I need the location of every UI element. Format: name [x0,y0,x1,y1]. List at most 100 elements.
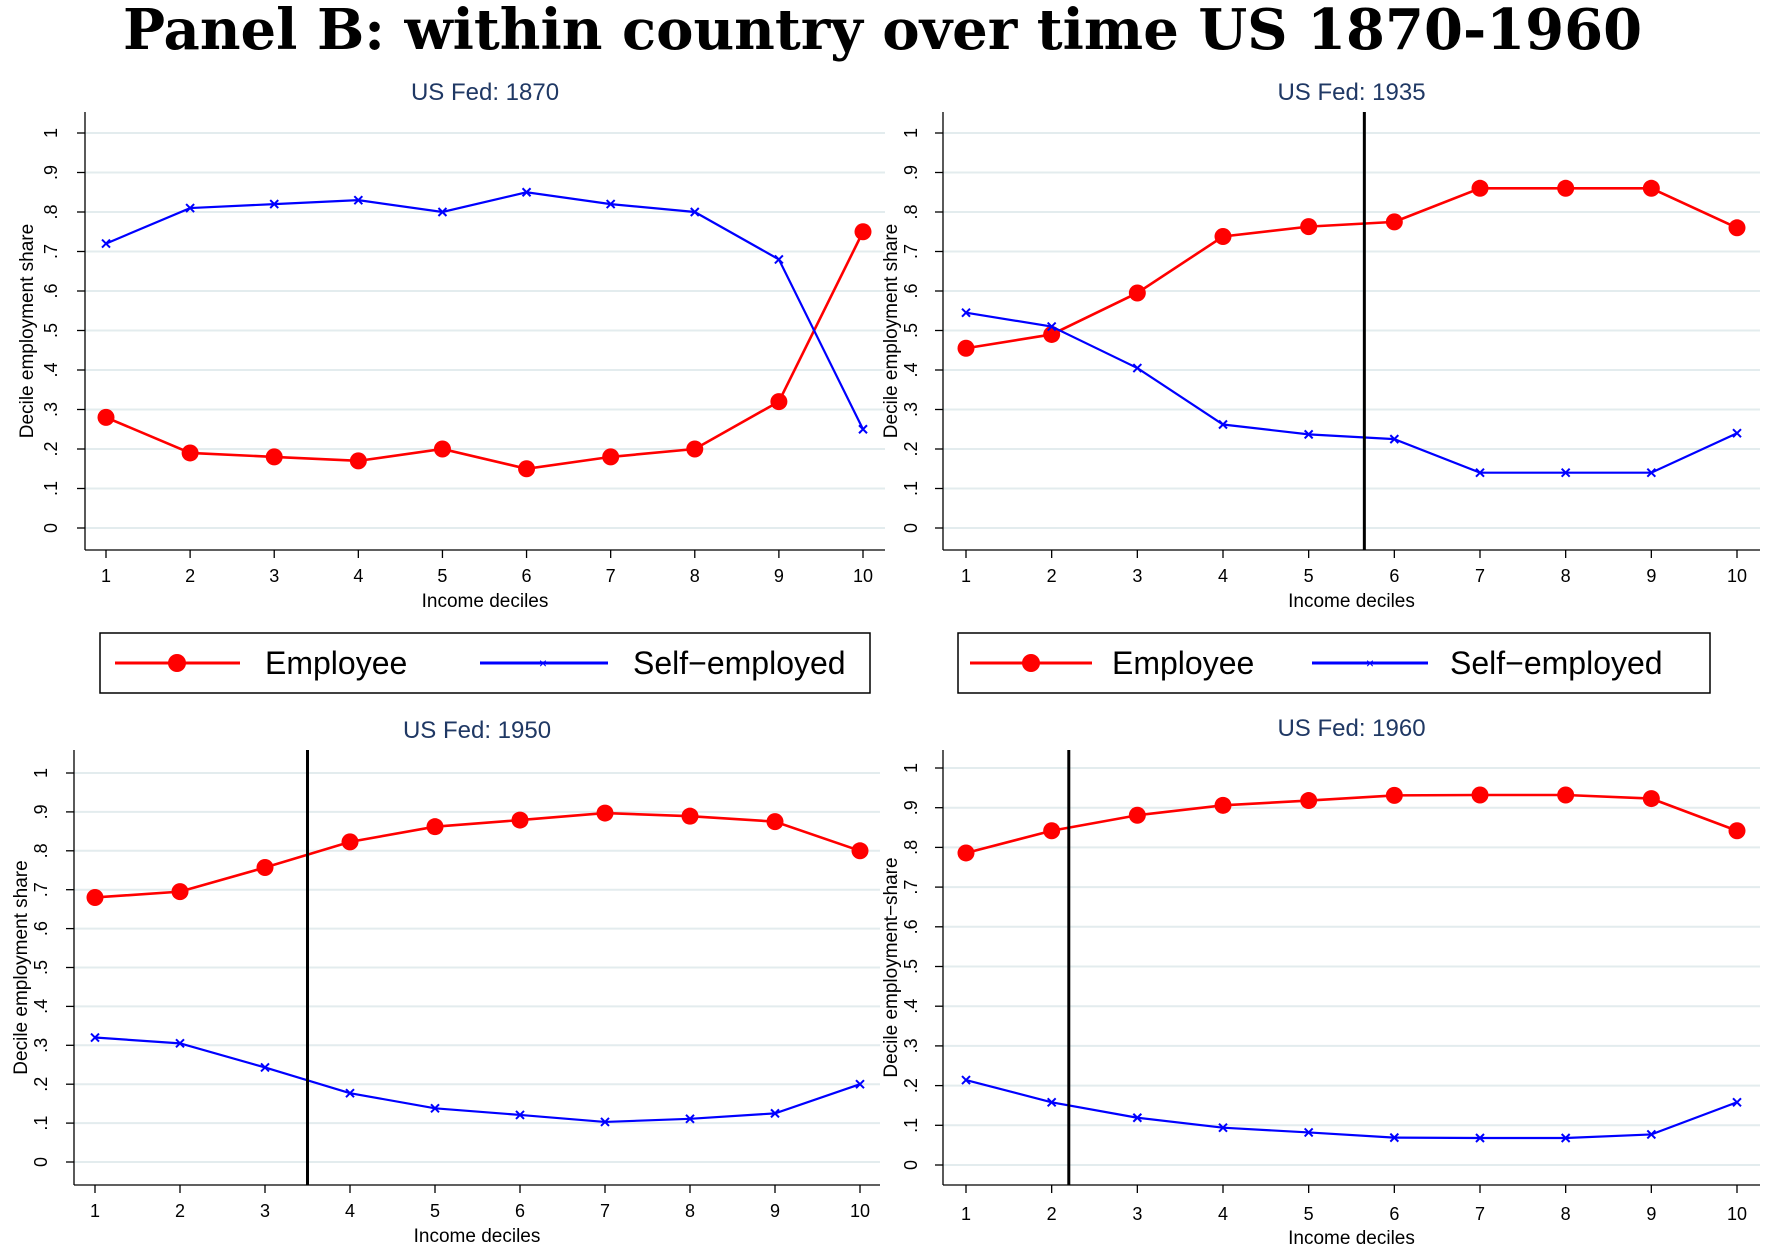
employee-point [511,811,529,829]
x-tick-label: 4 [353,566,363,586]
employee-point [1471,179,1489,197]
employee-point [1128,284,1146,302]
y-tick-label: .4 [31,999,51,1014]
y-tick-label: .8 [31,843,51,858]
self-employed-point [1046,321,1057,332]
legend-employee-label: Employee [265,645,407,681]
x-tick-label: 8 [1561,566,1571,586]
legend-self-employed-marker: × [1366,655,1374,671]
x-tick-label: 10 [1727,1204,1747,1224]
y-tick-label: .2 [41,441,61,456]
self-employed-point [437,207,448,217]
employee-point [1642,790,1660,808]
employee-point [1557,179,1575,197]
employee-point [1471,786,1489,804]
x-tick-label: 4 [1218,1204,1228,1224]
y-tick-label: .4 [41,362,61,377]
self-employed-point [1646,467,1657,478]
page-title: Panel B: within country over time US 187… [122,0,1643,63]
panel-title: US Fed: 1870 [411,79,559,106]
self-employed-point [101,238,111,249]
employee-point [766,813,784,831]
y-tick-label: .2 [31,1077,51,1092]
employee-point [265,448,283,466]
self-employed-line [965,1078,1738,1140]
y-axis-label: Decile employment share [881,224,902,438]
y-tick-label: .3 [901,1038,921,1053]
y-tick-label: .4 [901,999,921,1014]
self-employed-point [1303,429,1314,440]
panel-title: US Fed: 1950 [403,717,551,744]
x-tick-label: 1 [90,1201,100,1221]
x-tick-label: 10 [850,1201,870,1221]
self-employed-point [1475,1133,1485,1143]
y-tick-label: .1 [901,481,921,496]
self-employed-point [345,1088,355,1098]
chart-panel-3: 0 .1 .2 .3 .4 .5 .6 .7 .8 .9 1 1 2 3 4 5 6 7 8 9 10 US Fed: 1… [11,717,880,1244]
x-axis-label: Income deciles [422,591,549,612]
employee-point [851,842,869,860]
employee-point [686,440,704,458]
self-employed-point [1218,419,1228,430]
employee-point [854,223,872,241]
legend-self-employed-label: Self−employed [633,645,846,681]
y-tick-label: .9 [31,804,51,819]
legend-top-right: Employee × Self−employed [957,632,1711,694]
y-tick-label: 1 [901,128,921,138]
x-tick-label: 1 [101,566,111,586]
y-tick-label: .2 [901,1078,921,1093]
employee-line [965,793,1738,855]
y-tick-label: .7 [31,882,51,897]
self-employed-point [1389,434,1400,444]
y-tick-label: .4 [901,362,921,377]
self-employed-point [1732,1097,1742,1107]
self-employed-point [605,199,616,209]
y-tick-label: .7 [901,244,921,259]
y-tick-label: .3 [41,402,61,417]
y-tick-label: .1 [31,1116,51,1131]
x-tick-label: 9 [1646,566,1656,586]
y-tick-label: .9 [901,165,921,180]
employee-point [426,818,444,836]
x-tick-label: 7 [1475,566,1485,586]
y-tick-label: .6 [901,919,921,934]
self-employed-point [353,195,364,205]
x-tick-label: 10 [853,566,873,586]
x-tick-label: 9 [1646,1204,1656,1224]
x-axis-label: Income deciles [1288,591,1415,612]
y-tick-label: .9 [41,165,61,180]
x-tick-label: 5 [430,1201,440,1221]
x-tick-label: 2 [185,566,195,586]
employee-point [602,448,620,466]
y-tick-label: .6 [31,921,51,936]
self-employed-point [770,1108,780,1119]
self-employed-point [685,1114,695,1124]
x-tick-label: 6 [1389,1204,1399,1224]
employee-point [596,804,614,822]
self-employed-point [1303,1127,1314,1138]
x-tick-label: 2 [175,1201,185,1221]
y-tick-label: .2 [901,441,921,456]
y-tick-label: .6 [901,283,921,298]
x-tick-label: 4 [345,1201,355,1221]
legend-top-left: Employee × Self−employed [99,632,871,694]
x-tick-label: 3 [1132,1204,1142,1224]
x-tick-label: 7 [606,566,616,586]
x-tick-label: 5 [437,566,447,586]
chart-panel-1: 0 .1 .2 .3 .4 .5 .6 .7 .8 .9 1 1 2 3 4 5 6 7 8 9 10 US Fed: 1… [17,79,885,612]
x-tick-label: 1 [961,566,971,586]
self-employed-point [175,1038,185,1049]
employee-point [1385,213,1403,231]
employee-point [1728,219,1746,237]
y-tick-label: .5 [901,323,921,338]
self-employed-point [185,203,195,213]
y-tick-label: .1 [901,1118,921,1133]
y-tick-label: .6 [41,283,61,298]
x-tick-label: 1 [961,1204,971,1224]
y-tick-label: .1 [41,481,61,496]
x-tick-label: 3 [1132,566,1142,586]
x-tick-label: 9 [770,1201,780,1221]
y-tick-label: 1 [41,128,61,138]
employee-line [94,811,861,899]
self-employed-point [269,199,279,209]
